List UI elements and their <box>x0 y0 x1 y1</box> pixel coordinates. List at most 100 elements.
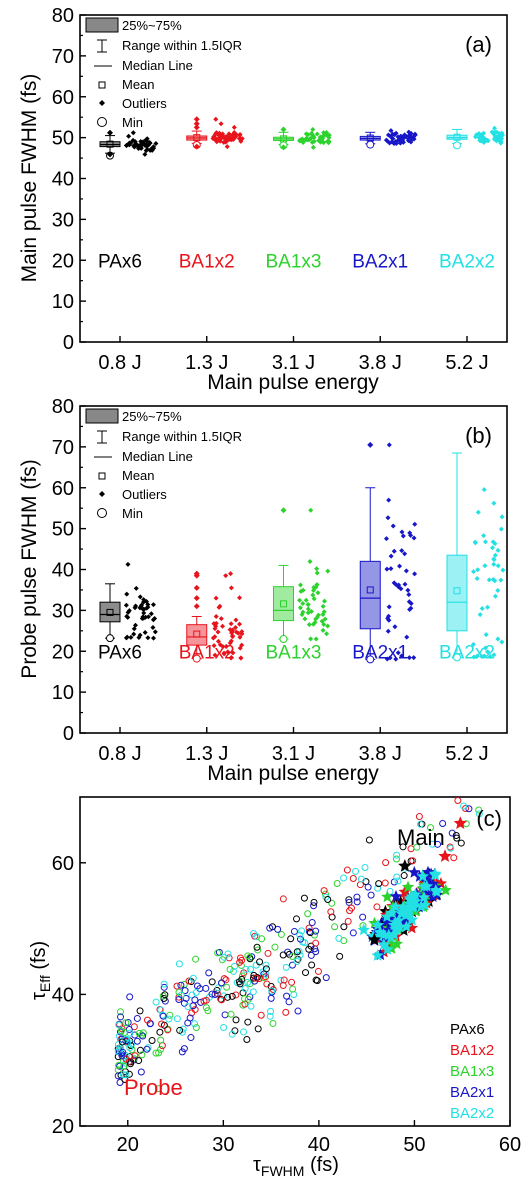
box-group <box>186 116 245 150</box>
data-point <box>388 566 394 572</box>
data-point <box>310 592 316 598</box>
data-point <box>384 656 390 662</box>
probe-point <box>320 887 328 895</box>
data-point <box>495 588 501 594</box>
probe-point <box>143 1045 151 1053</box>
main-point <box>357 923 370 936</box>
legend-entry: BA2x2 <box>450 1105 494 1122</box>
data-point <box>299 136 305 142</box>
x-tick-label: 40 <box>308 1134 330 1156</box>
probe-point <box>247 1002 255 1010</box>
mean-marker <box>193 134 201 142</box>
panel-b-xlabel: Main pulse energy <box>207 762 379 785</box>
data-point <box>237 634 243 640</box>
probe-point <box>374 884 382 892</box>
probe-point <box>186 1014 194 1022</box>
data-point <box>126 133 132 139</box>
data-point <box>392 131 398 137</box>
data-point <box>137 632 143 638</box>
probe-point <box>252 961 260 969</box>
legend-range-text: Range within 1.5IQR <box>122 38 242 53</box>
panel-c-label: (c) <box>476 806 502 831</box>
data-point <box>306 622 312 628</box>
data-point <box>123 635 129 641</box>
data-point <box>224 138 230 144</box>
data-point <box>131 626 137 632</box>
data-point <box>313 636 319 642</box>
data-point <box>489 545 495 551</box>
data-point <box>314 570 320 576</box>
main-point <box>406 890 419 903</box>
probe-point <box>126 993 134 1001</box>
probe-point <box>413 843 421 851</box>
y-tick-label: 40 <box>52 984 74 1006</box>
data-point <box>491 561 497 567</box>
data-point <box>497 134 503 140</box>
probe-point <box>117 1027 125 1035</box>
legend-outliers-text: Outliers <box>122 487 167 502</box>
probe-point <box>333 879 341 887</box>
probe-point <box>252 974 260 982</box>
data-point <box>402 551 408 557</box>
data-point <box>310 144 316 150</box>
data-point <box>237 595 243 601</box>
probe-point <box>393 873 401 881</box>
data-point <box>411 535 417 541</box>
probe-point <box>242 965 250 973</box>
data-point <box>233 629 239 635</box>
data-point <box>224 144 230 150</box>
outlier-point <box>193 116 200 123</box>
outlier-point <box>193 572 200 579</box>
data-point <box>311 138 317 144</box>
x-tick-label: 0.8 J <box>98 743 141 765</box>
data-point <box>325 568 331 574</box>
probe-point <box>393 855 401 863</box>
data-point <box>477 131 483 137</box>
legend-outlier-swatch <box>99 100 105 106</box>
probe-point <box>155 1049 163 1057</box>
x-tick-label: 3.8 J <box>359 352 402 374</box>
data-point <box>123 142 129 148</box>
probe-point <box>453 834 461 842</box>
probe-point <box>144 1016 152 1024</box>
probe-point <box>114 1072 122 1080</box>
y-tick-label: 60 <box>52 87 74 109</box>
y-tick-label: 20 <box>52 1116 74 1138</box>
probe-point <box>257 1011 265 1019</box>
box-group <box>446 452 506 662</box>
data-point <box>229 630 235 636</box>
probe-point <box>290 927 298 935</box>
probe-point <box>336 952 344 960</box>
probe-point <box>400 872 408 880</box>
probe-point <box>232 1016 240 1024</box>
probe-point <box>247 965 255 973</box>
data-point <box>402 581 408 587</box>
data-point <box>147 140 153 146</box>
probe-point <box>165 1015 173 1023</box>
panel-c-legend: PAx6 BA1x2 BA1x3 BA2x1 BA2x2 <box>450 1021 494 1122</box>
probe-point <box>159 992 167 1000</box>
probe-point <box>116 1008 124 1016</box>
x-tick-label: 30 <box>212 1134 234 1156</box>
data-point <box>385 515 391 521</box>
data-point <box>237 621 243 627</box>
data-point <box>408 601 414 607</box>
x-tick-label: 0.8 J <box>98 352 141 374</box>
min-marker <box>366 655 375 664</box>
main-point <box>393 920 406 933</box>
data-point <box>495 547 501 553</box>
probe-point <box>305 945 313 953</box>
probe-point <box>116 1062 124 1070</box>
probe-point <box>267 1007 275 1015</box>
outlier-point <box>367 441 374 448</box>
probe-point <box>450 854 458 862</box>
probe-point <box>218 979 226 987</box>
y-tick-label: 10 <box>52 291 74 313</box>
probe-point <box>154 1085 162 1093</box>
main-point <box>371 918 385 931</box>
y-tick-label: 80 <box>52 396 74 418</box>
probe-point <box>347 904 355 912</box>
probe-point <box>349 929 357 937</box>
probe-point <box>175 993 183 1001</box>
probe-point <box>118 1038 126 1046</box>
